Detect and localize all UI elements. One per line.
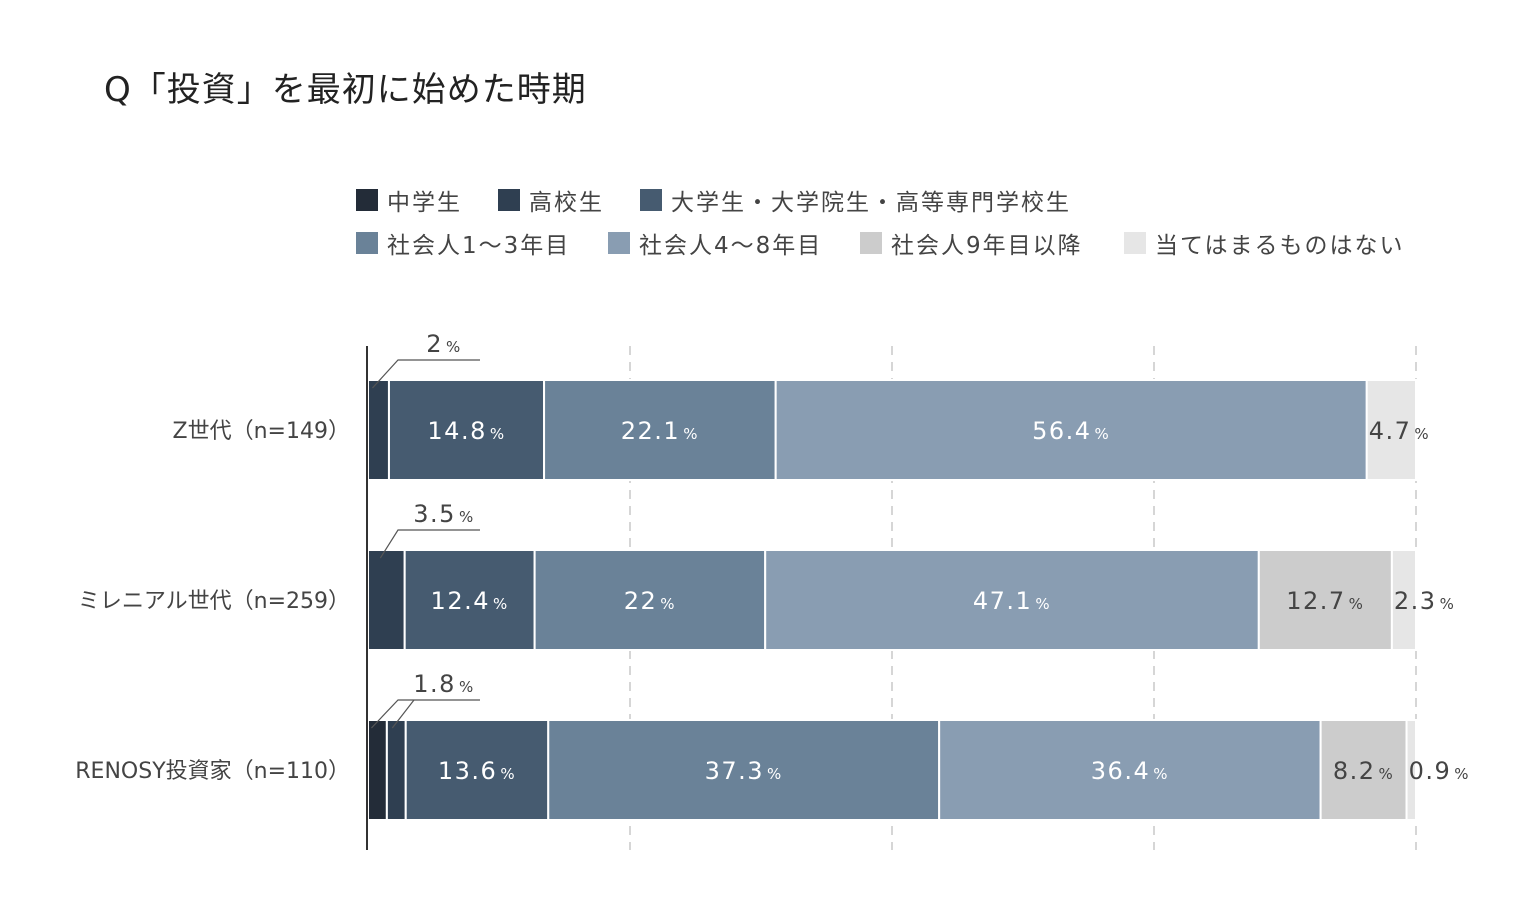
legend-item-junior-high: 中学生 (356, 185, 462, 216)
legend-row-2: 社会人1〜3年目 社会人4〜8年目 社会人9年目以降 当てはまるものはない (356, 228, 1496, 259)
bar-segment (547, 719, 941, 821)
bar-segment (367, 719, 388, 821)
bar-segment (533, 549, 767, 651)
legend-item-worker-4-8: 社会人4〜8年目 (608, 228, 823, 259)
bar-segment (385, 719, 407, 821)
bar-segment (1257, 549, 1393, 651)
legend-swatch-none (1124, 232, 1146, 254)
value-label: 56.4% (1032, 417, 1110, 445)
callout-label: 1.8% (413, 670, 474, 698)
category-label: Z世代（n=149） (173, 419, 350, 444)
bar-segment (1405, 719, 1417, 821)
bar-segment (1390, 549, 1417, 651)
legend-label-junior-high: 中学生 (387, 190, 462, 216)
value-label: 37.3% (705, 757, 783, 785)
legend-swatch-worker-1-3 (356, 232, 378, 254)
bar-segment (367, 379, 390, 481)
bar-segment (387, 379, 546, 481)
legend-label-none: 当てはまるものはない (1155, 233, 1405, 259)
category-label: ミレニアル世代（n=259） (78, 589, 350, 614)
legend-swatch-junior-high (356, 189, 378, 211)
legend-label-university: 大学生・大学院生・高等専門学校生 (671, 190, 1071, 216)
bar-segment (1365, 379, 1418, 481)
callout-line (379, 529, 480, 559)
legend-item-worker-9plus: 社会人9年目以降 (860, 228, 1083, 259)
value-label: 12.7% (1286, 587, 1364, 615)
value-label: 22% (624, 587, 676, 615)
value-label: 36.4% (1091, 757, 1169, 785)
value-label: 47.1% (973, 587, 1051, 615)
bar-segment (938, 719, 1322, 821)
category-label: RENOSY投資家（n=110） (75, 759, 350, 784)
value-label: 0.9% (1409, 757, 1470, 785)
bar-segment (403, 549, 536, 651)
chart-title: Q「投資」を最初に始めた時期 (104, 70, 587, 110)
value-label: 12.4% (431, 587, 509, 615)
bar-segment (404, 719, 550, 821)
callout-label: 3.5% (413, 500, 474, 528)
callout-line (391, 699, 415, 729)
legend-swatch-worker-9plus (860, 232, 882, 254)
value-label: 22.1% (621, 417, 699, 445)
legend-swatch-university (640, 189, 662, 211)
callout-label: 2% (426, 330, 462, 358)
callout-line (370, 699, 480, 729)
legend-label-worker-4-8: 社会人4〜8年目 (639, 233, 823, 259)
value-label: 14.8% (427, 417, 505, 445)
legend-label-high-school: 高校生 (529, 190, 604, 216)
bar-segment (367, 549, 406, 651)
legend-item-none: 当てはまるものはない (1124, 228, 1405, 259)
legend-swatch-worker-4-8 (608, 232, 630, 254)
value-label: 4.7% (1369, 417, 1430, 445)
bar-segment (1319, 719, 1408, 821)
value-label: 8.2% (1333, 757, 1394, 785)
legend-swatch-high-school (498, 189, 520, 211)
legend-item-worker-1-3: 社会人1〜3年目 (356, 228, 571, 259)
legend-item-university: 大学生・大学院生・高等専門学校生 (640, 185, 1071, 216)
legend-row-1: 中学生 高校生 大学生・大学院生・高等専門学校生 (356, 185, 1456, 216)
legend-label-worker-1-3: 社会人1〜3年目 (387, 233, 571, 259)
bar-segment (764, 549, 1260, 651)
value-label: 13.6% (438, 757, 516, 785)
value-label: 2.3% (1394, 587, 1455, 615)
legend-item-high-school: 高校生 (498, 185, 604, 216)
callout-line (372, 359, 480, 389)
bar-segment (543, 379, 777, 481)
legend-label-worker-9plus: 社会人9年目以降 (891, 233, 1083, 259)
